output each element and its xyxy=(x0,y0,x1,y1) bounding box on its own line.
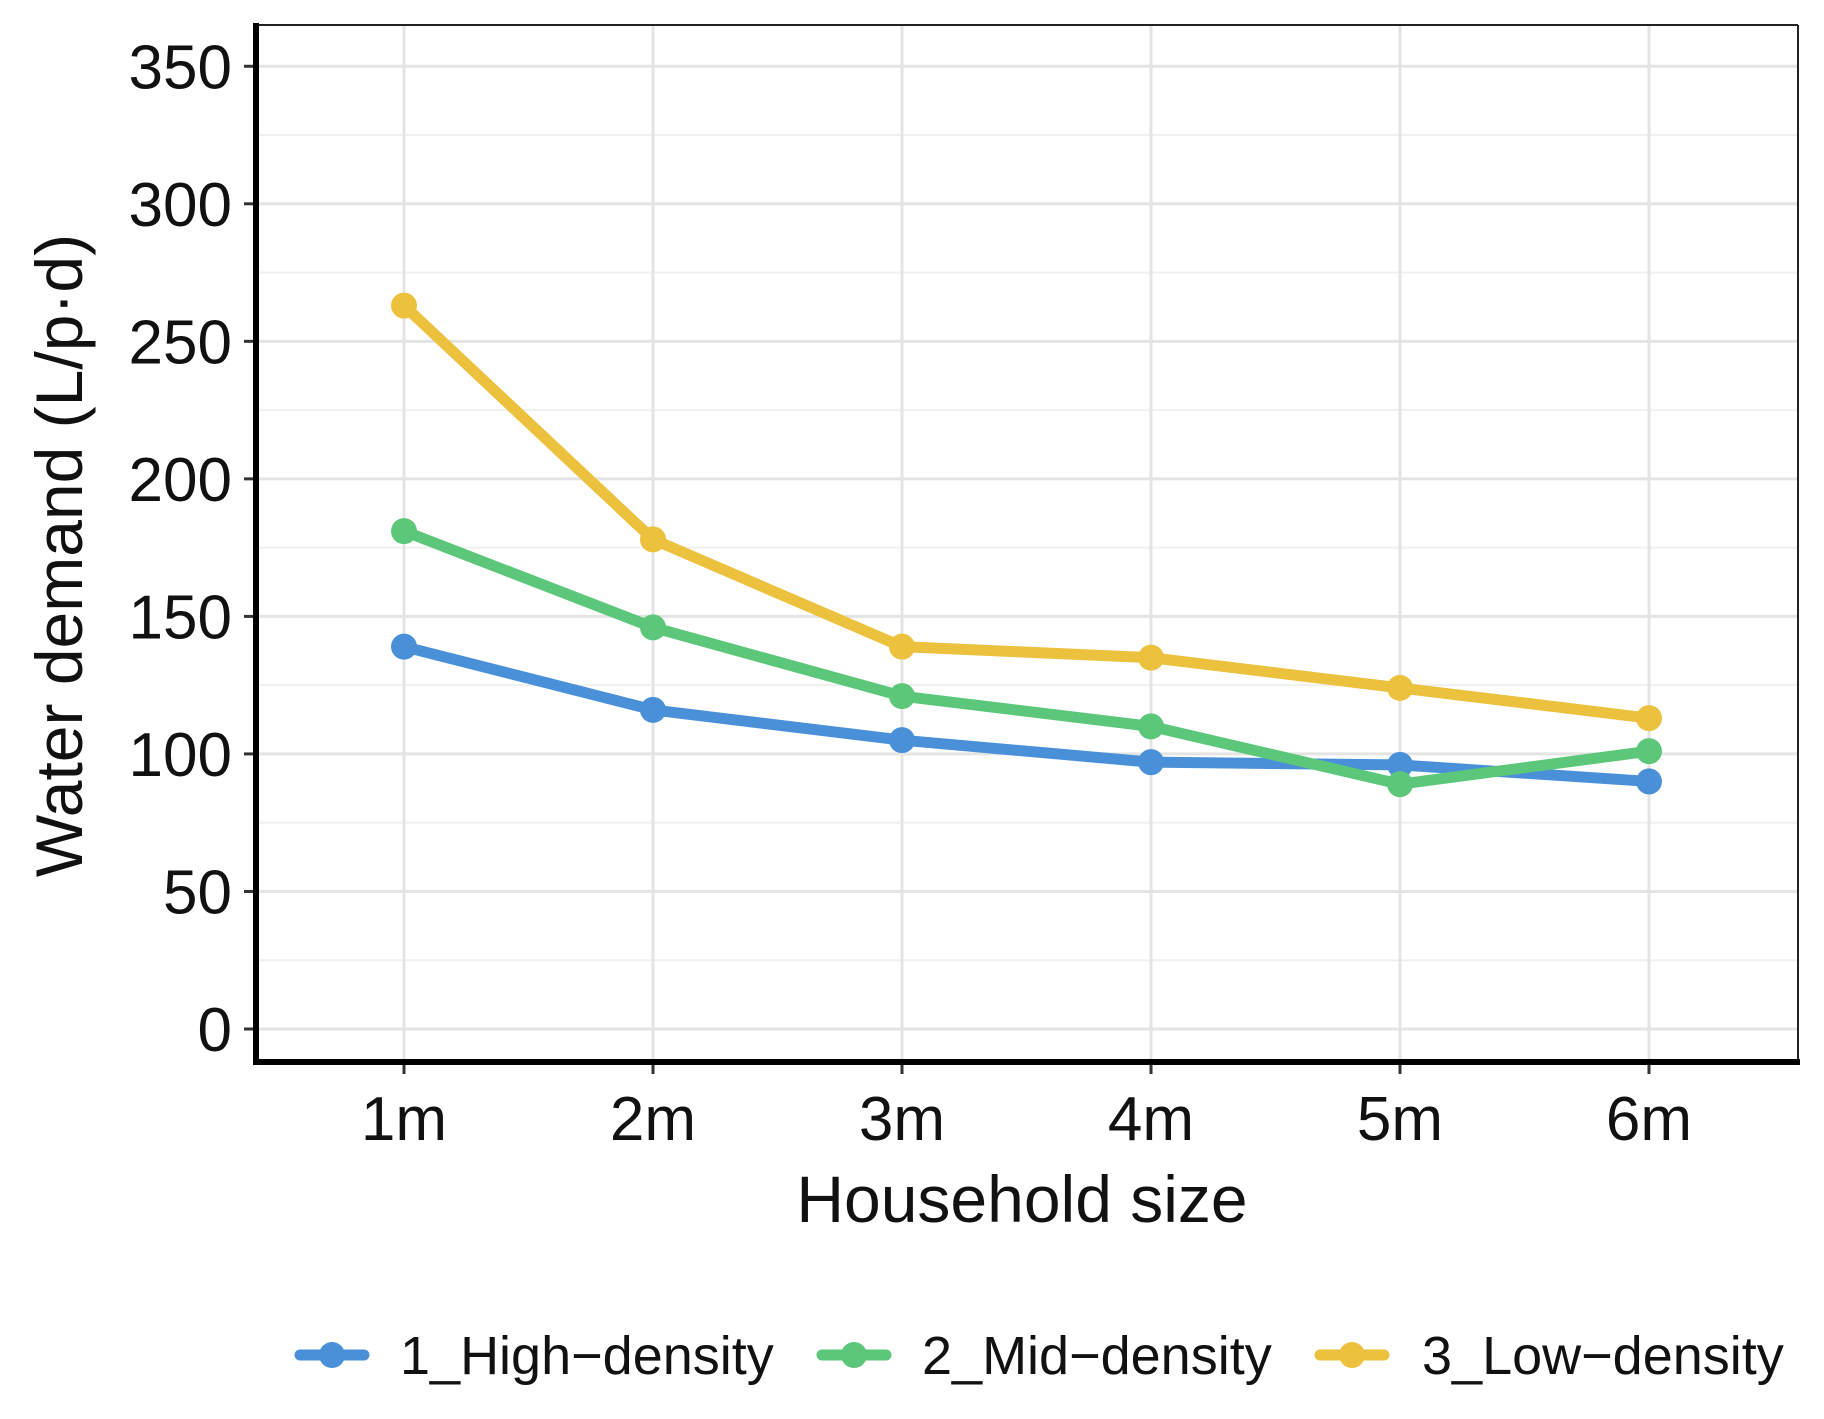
legend-key-point xyxy=(319,1342,345,1368)
data-point xyxy=(640,696,666,723)
y-tick-label: 0 xyxy=(198,996,232,1065)
legend-label: 2_Mid−density xyxy=(922,1326,1272,1386)
data-point xyxy=(1636,738,1662,765)
data-point xyxy=(1387,771,1413,798)
axes xyxy=(244,23,1800,1074)
y-tick-label: 100 xyxy=(129,721,232,790)
series-line-1 xyxy=(398,641,1655,787)
legend-key-point xyxy=(841,1342,867,1368)
x-tick-label: 5m xyxy=(1357,1085,1443,1154)
data-point xyxy=(391,633,417,660)
legend-key-point xyxy=(1339,1342,1365,1368)
series-line-2 xyxy=(398,525,1655,790)
data-point xyxy=(391,518,417,545)
series-line-3 xyxy=(398,300,1655,724)
data-point xyxy=(889,683,915,710)
legend-item-3: 3_Low−density xyxy=(1314,1326,1784,1386)
data-point xyxy=(1387,674,1413,701)
legend: 1_High−density 2_Mid−density 3_Low−density xyxy=(294,1326,1784,1386)
data-point xyxy=(889,633,915,660)
data-point xyxy=(1138,644,1164,671)
x-axis-title: Household size xyxy=(796,1162,1247,1236)
data-point xyxy=(1636,768,1662,795)
legend-label: 3_Low−density xyxy=(1422,1326,1784,1386)
data-point xyxy=(640,526,666,553)
x-tick-label: 4m xyxy=(1108,1085,1194,1154)
x-tick-label: 3m xyxy=(859,1085,945,1154)
y-tick-label: 150 xyxy=(129,583,232,652)
grid xyxy=(256,25,1798,1062)
data-point xyxy=(1387,751,1413,778)
data-point xyxy=(640,614,666,641)
y-axis-title: Water demand (L/p·d) xyxy=(22,234,96,877)
data-point xyxy=(1138,749,1164,776)
x-tick-label: 2m xyxy=(610,1085,696,1154)
y-tick-label: 200 xyxy=(129,446,232,515)
y-tick-label: 50 xyxy=(163,858,232,927)
x-tick-label: 6m xyxy=(1606,1085,1692,1154)
y-tick-label: 300 xyxy=(129,171,232,240)
tick-labels: 0 50 100 150 200 250 300 350 1m 2m 3m 4m 5m 6m xyxy=(129,33,1693,1154)
data-point xyxy=(1636,705,1662,732)
series xyxy=(391,292,1662,798)
data-point xyxy=(1138,713,1164,740)
x-tick-label: 1m xyxy=(361,1085,447,1154)
y-tick-label: 350 xyxy=(129,33,232,102)
data-point xyxy=(391,292,417,319)
legend-item-1: 1_High−density xyxy=(294,1326,774,1386)
data-point xyxy=(889,727,915,754)
legend-item-2: 2_Mid−density xyxy=(816,1326,1272,1386)
y-tick-label: 250 xyxy=(129,308,232,377)
legend-label: 1_High−density xyxy=(400,1326,774,1386)
